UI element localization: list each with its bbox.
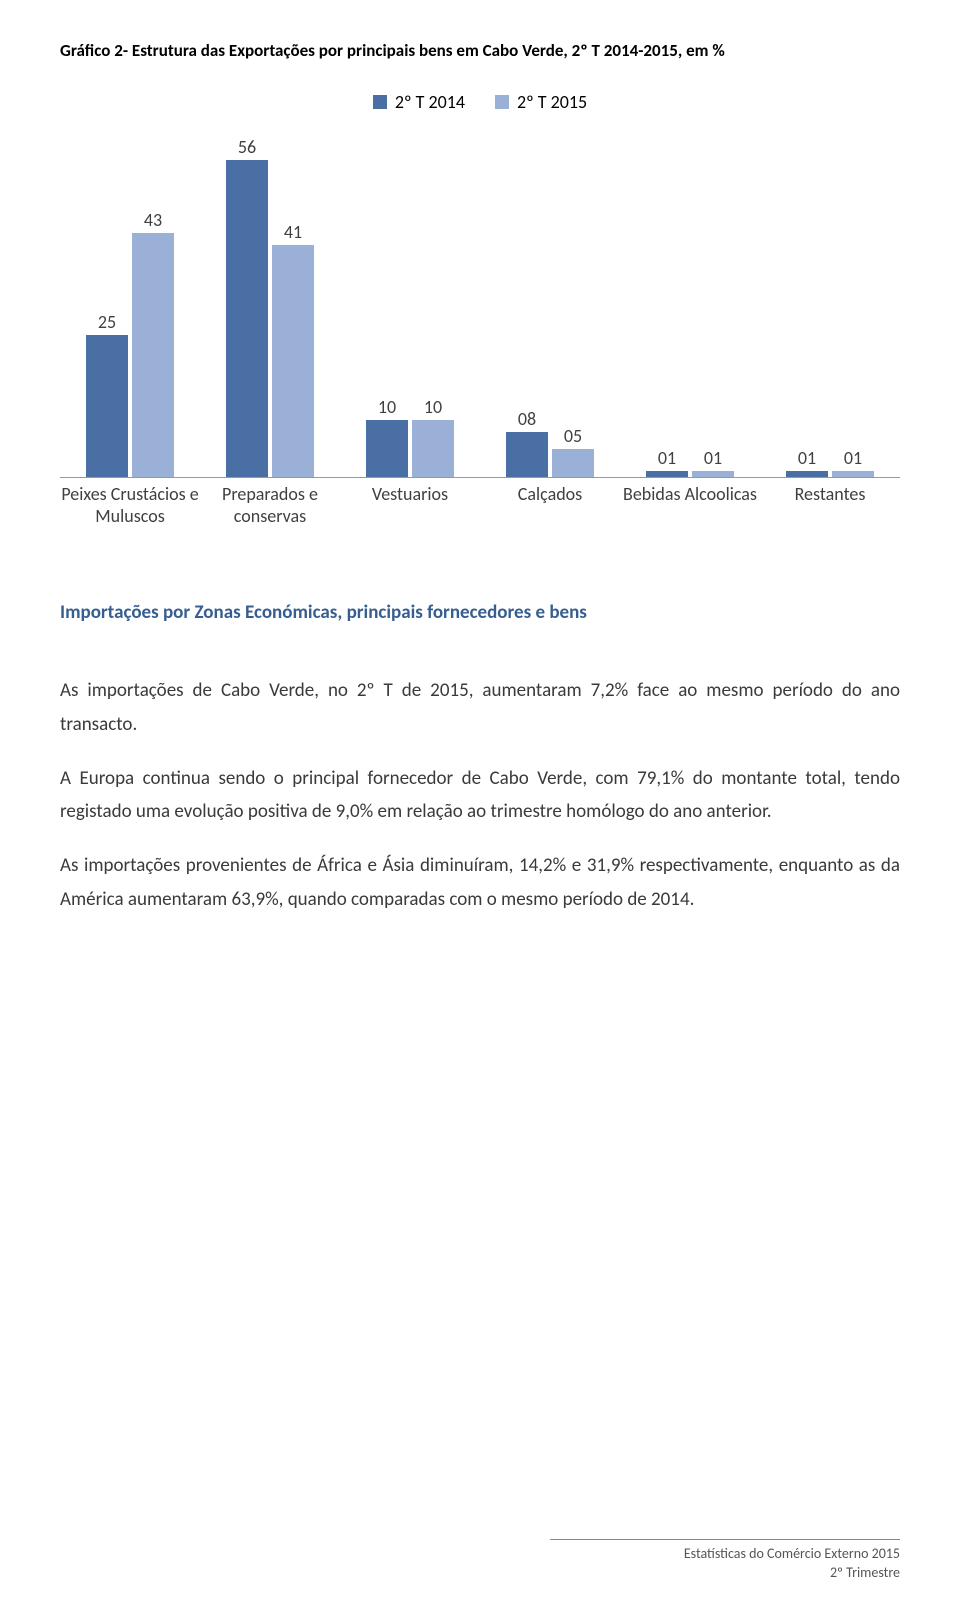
chart-legend: 2º T 2014 2º T 2015 bbox=[60, 91, 900, 113]
bar-value-label: 01 bbox=[692, 447, 734, 469]
bar-value-label: 10 bbox=[412, 396, 454, 418]
bar-2014: 10 bbox=[366, 420, 408, 477]
bar-group: 01 01 bbox=[786, 471, 874, 477]
x-axis-label: Bebidas Alcoolicas bbox=[620, 483, 760, 505]
bar-value-label: 56 bbox=[226, 136, 268, 158]
bar-2015: 01 bbox=[692, 471, 734, 477]
bar-value-label: 01 bbox=[832, 447, 874, 469]
export-chart: 2º T 2014 2º T 2015 25435641101008050101… bbox=[60, 91, 900, 531]
legend-item-2015: 2º T 2015 bbox=[495, 91, 587, 113]
bar-2014: 25 bbox=[86, 335, 128, 477]
page-footer: Estatísticas do Comércio Externo 2015 2º… bbox=[550, 1539, 900, 1583]
footer-line-2: 2º Trimestre bbox=[550, 1563, 900, 1583]
legend-label-2014: 2º T 2014 bbox=[395, 91, 465, 113]
bar-2014: 56 bbox=[226, 160, 268, 477]
bar-group: 1010 bbox=[366, 420, 454, 477]
chart-plot-area: 254356411010080501010101 bbox=[60, 138, 900, 478]
bar-group: 0805 bbox=[506, 432, 594, 477]
x-axis-label: Peixes Crustácios e Muluscos bbox=[60, 483, 200, 527]
paragraph-1: As importações de Cabo Verde, no 2º T de… bbox=[60, 674, 900, 742]
bar-2015: 43 bbox=[132, 233, 174, 477]
legend-label-2015: 2º T 2015 bbox=[517, 91, 587, 113]
x-axis-label: Preparados e conservas bbox=[200, 483, 340, 527]
paragraph-2: A Europa continua sendo o principal forn… bbox=[60, 762, 900, 830]
x-axis-label: Vestuarios bbox=[340, 483, 480, 505]
bar-2014: 01 bbox=[646, 471, 688, 477]
bar-2014: 01 bbox=[786, 471, 828, 477]
bar-group: 2543 bbox=[86, 233, 174, 477]
legend-item-2014: 2º T 2014 bbox=[373, 91, 465, 113]
bar-value-label: 25 bbox=[86, 311, 128, 333]
bar-value-label: 10 bbox=[366, 396, 408, 418]
bar-value-label: 43 bbox=[132, 209, 174, 231]
bar-2015: 05 bbox=[552, 449, 594, 477]
section-heading: Importações por Zonas Económicas, princi… bbox=[60, 601, 900, 624]
bar-group: 5641 bbox=[226, 160, 314, 477]
bar-value-label: 01 bbox=[786, 447, 828, 469]
bar-2015: 41 bbox=[272, 245, 314, 477]
bar-value-label: 05 bbox=[552, 425, 594, 447]
chart-x-labels: Peixes Crustácios e MuluscosPreparados e… bbox=[60, 483, 900, 538]
bar-value-label: 01 bbox=[646, 447, 688, 469]
bar-value-label: 41 bbox=[272, 221, 314, 243]
paragraph-3: As importações provenientes de África e … bbox=[60, 849, 900, 917]
bar-2015: 01 bbox=[832, 471, 874, 477]
bar-2015: 10 bbox=[412, 420, 454, 477]
bar-2014: 08 bbox=[506, 432, 548, 477]
legend-swatch-2014 bbox=[373, 95, 387, 109]
legend-swatch-2015 bbox=[495, 95, 509, 109]
x-axis-label: Restantes bbox=[760, 483, 900, 505]
chart-title: Gráfico 2- Estrutura das Exportações por… bbox=[60, 40, 900, 61]
bar-group: 01 01 bbox=[646, 471, 734, 477]
bar-value-label: 08 bbox=[506, 408, 548, 430]
x-axis-label: Calçados bbox=[480, 483, 620, 505]
footer-line-1: Estatísticas do Comércio Externo 2015 bbox=[550, 1544, 900, 1564]
